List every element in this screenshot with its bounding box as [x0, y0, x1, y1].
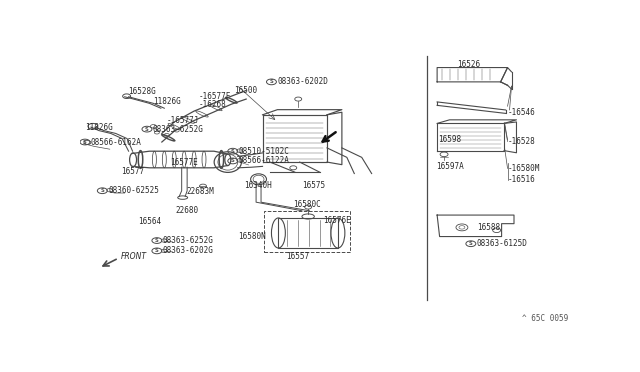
Text: 08363-6202G: 08363-6202G	[163, 246, 214, 255]
Text: -16546: -16546	[508, 108, 535, 117]
Text: S: S	[231, 149, 235, 154]
Text: 16526: 16526	[457, 60, 480, 69]
Text: 16597A: 16597A	[436, 162, 464, 171]
Text: 16577: 16577	[121, 167, 144, 176]
Text: S: S	[155, 238, 159, 243]
Text: 08363-6252G: 08363-6252G	[163, 236, 214, 245]
Text: -16528: -16528	[508, 137, 535, 146]
Text: 08363-6252G: 08363-6252G	[153, 125, 204, 134]
Text: 16340H: 16340H	[244, 181, 271, 190]
Bar	[278, 218, 338, 248]
Text: S: S	[469, 241, 473, 246]
Text: 08566-6122A: 08566-6122A	[239, 157, 289, 166]
Text: FRONT: FRONT	[121, 252, 147, 261]
Text: 08360-62525: 08360-62525	[108, 186, 159, 195]
Text: 16580C: 16580C	[293, 200, 321, 209]
Text: 16564: 16564	[138, 217, 162, 226]
Text: ^ 65C 0059: ^ 65C 0059	[522, 314, 568, 323]
Text: 16528G: 16528G	[129, 87, 156, 96]
Text: 22683M: 22683M	[187, 187, 214, 196]
Text: S: S	[231, 158, 235, 163]
Text: -16580M: -16580M	[508, 164, 540, 173]
Text: S: S	[100, 188, 104, 193]
Text: 16576E: 16576E	[323, 216, 351, 225]
Text: 11826G: 11826G	[85, 123, 113, 132]
Text: 08566-6162A: 08566-6162A	[91, 138, 142, 147]
Text: 16577E: 16577E	[170, 158, 198, 167]
Text: -16577J: -16577J	[167, 116, 199, 125]
Text: 22680: 22680	[176, 206, 199, 215]
Text: S: S	[269, 79, 273, 84]
Text: S: S	[83, 140, 87, 145]
Text: S: S	[145, 126, 149, 132]
Text: 16588: 16588	[477, 224, 500, 232]
Text: 16557: 16557	[286, 252, 309, 261]
Text: S: S	[155, 248, 159, 253]
Text: -16516: -16516	[508, 175, 535, 185]
Text: -16577F: -16577F	[199, 92, 232, 101]
Text: 08363-6202D: 08363-6202D	[277, 77, 328, 86]
Text: 08510-5102C: 08510-5102C	[239, 147, 289, 156]
Text: 08363-6125D: 08363-6125D	[477, 239, 527, 248]
Text: 16575: 16575	[302, 181, 325, 190]
Text: 16598: 16598	[438, 135, 461, 144]
Text: -16268: -16268	[199, 100, 227, 109]
Bar	[264, 211, 350, 252]
Text: 11826G: 11826G	[154, 97, 181, 106]
Text: 16500: 16500	[234, 86, 257, 95]
Text: 16580N: 16580N	[237, 232, 266, 241]
